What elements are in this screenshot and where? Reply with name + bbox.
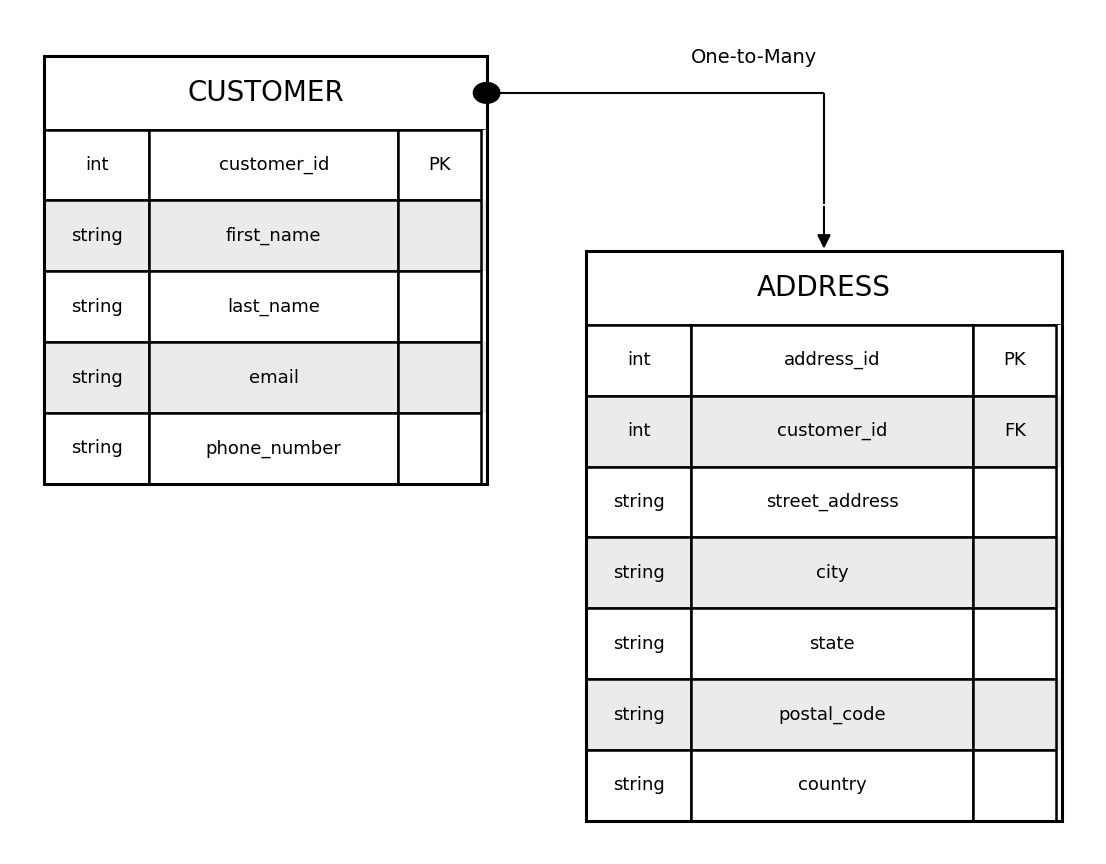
Bar: [973, 396, 1056, 467]
Bar: [973, 467, 1056, 537]
Bar: [973, 325, 1056, 396]
Text: int: int: [627, 422, 650, 440]
Bar: [44, 56, 487, 484]
Circle shape: [473, 82, 500, 103]
Bar: [691, 396, 973, 467]
Text: CUSTOMER: CUSTOMER: [187, 79, 344, 107]
Text: FK: FK: [1004, 422, 1025, 440]
Text: string: string: [613, 777, 665, 794]
Bar: [398, 271, 481, 342]
Bar: [586, 251, 1062, 821]
Text: street_address: street_address: [765, 492, 899, 511]
Bar: [586, 537, 691, 608]
Text: email: email: [249, 369, 299, 386]
Text: customer_id: customer_id: [778, 422, 887, 441]
Text: string: string: [71, 298, 123, 315]
Text: string: string: [71, 440, 123, 457]
Bar: [586, 537, 1062, 608]
Bar: [691, 608, 973, 679]
Bar: [586, 679, 691, 750]
Text: country: country: [797, 777, 867, 794]
Bar: [586, 251, 1062, 325]
Text: address_id: address_id: [784, 351, 880, 370]
Bar: [44, 413, 487, 484]
Bar: [44, 200, 487, 271]
Bar: [149, 342, 398, 413]
Bar: [398, 413, 481, 484]
Bar: [44, 342, 487, 413]
Text: string: string: [71, 227, 123, 245]
Text: city: city: [816, 564, 848, 581]
Text: One-to-Many: One-to-Many: [691, 48, 817, 67]
Bar: [149, 130, 398, 200]
Bar: [44, 130, 487, 200]
Text: phone_number: phone_number: [206, 439, 342, 458]
Bar: [149, 413, 398, 484]
Bar: [586, 325, 1062, 396]
Bar: [586, 396, 1062, 467]
Text: postal_code: postal_code: [779, 705, 886, 724]
Bar: [44, 56, 487, 130]
Text: int: int: [627, 352, 650, 369]
Bar: [398, 130, 481, 200]
Bar: [973, 608, 1056, 679]
Text: PK: PK: [1003, 352, 1026, 369]
Text: int: int: [85, 156, 108, 174]
Bar: [691, 467, 973, 537]
Bar: [586, 325, 691, 396]
Bar: [398, 342, 481, 413]
Bar: [398, 200, 481, 271]
Bar: [586, 750, 691, 821]
Bar: [44, 271, 149, 342]
Text: last_name: last_name: [228, 297, 320, 316]
Text: string: string: [613, 493, 665, 511]
Bar: [586, 467, 1062, 537]
Bar: [973, 679, 1056, 750]
Bar: [44, 130, 149, 200]
Bar: [44, 271, 487, 342]
Text: string: string: [613, 564, 665, 581]
Bar: [691, 537, 973, 608]
Text: first_name: first_name: [226, 226, 322, 245]
Bar: [586, 396, 691, 467]
Bar: [586, 467, 691, 537]
Text: string: string: [613, 635, 665, 652]
Bar: [586, 679, 1062, 750]
Bar: [44, 200, 149, 271]
Bar: [586, 608, 691, 679]
Bar: [149, 200, 398, 271]
Bar: [973, 750, 1056, 821]
Text: ADDRESS: ADDRESS: [757, 274, 891, 302]
Bar: [149, 271, 398, 342]
Bar: [691, 679, 973, 750]
Bar: [44, 413, 149, 484]
Bar: [44, 342, 149, 413]
Text: customer_id: customer_id: [219, 156, 328, 175]
Text: PK: PK: [428, 156, 451, 174]
Text: state: state: [810, 635, 855, 652]
Bar: [691, 325, 973, 396]
Bar: [973, 537, 1056, 608]
Text: string: string: [71, 369, 123, 386]
Bar: [691, 750, 973, 821]
Text: string: string: [613, 706, 665, 723]
Bar: [586, 608, 1062, 679]
Bar: [586, 750, 1062, 821]
